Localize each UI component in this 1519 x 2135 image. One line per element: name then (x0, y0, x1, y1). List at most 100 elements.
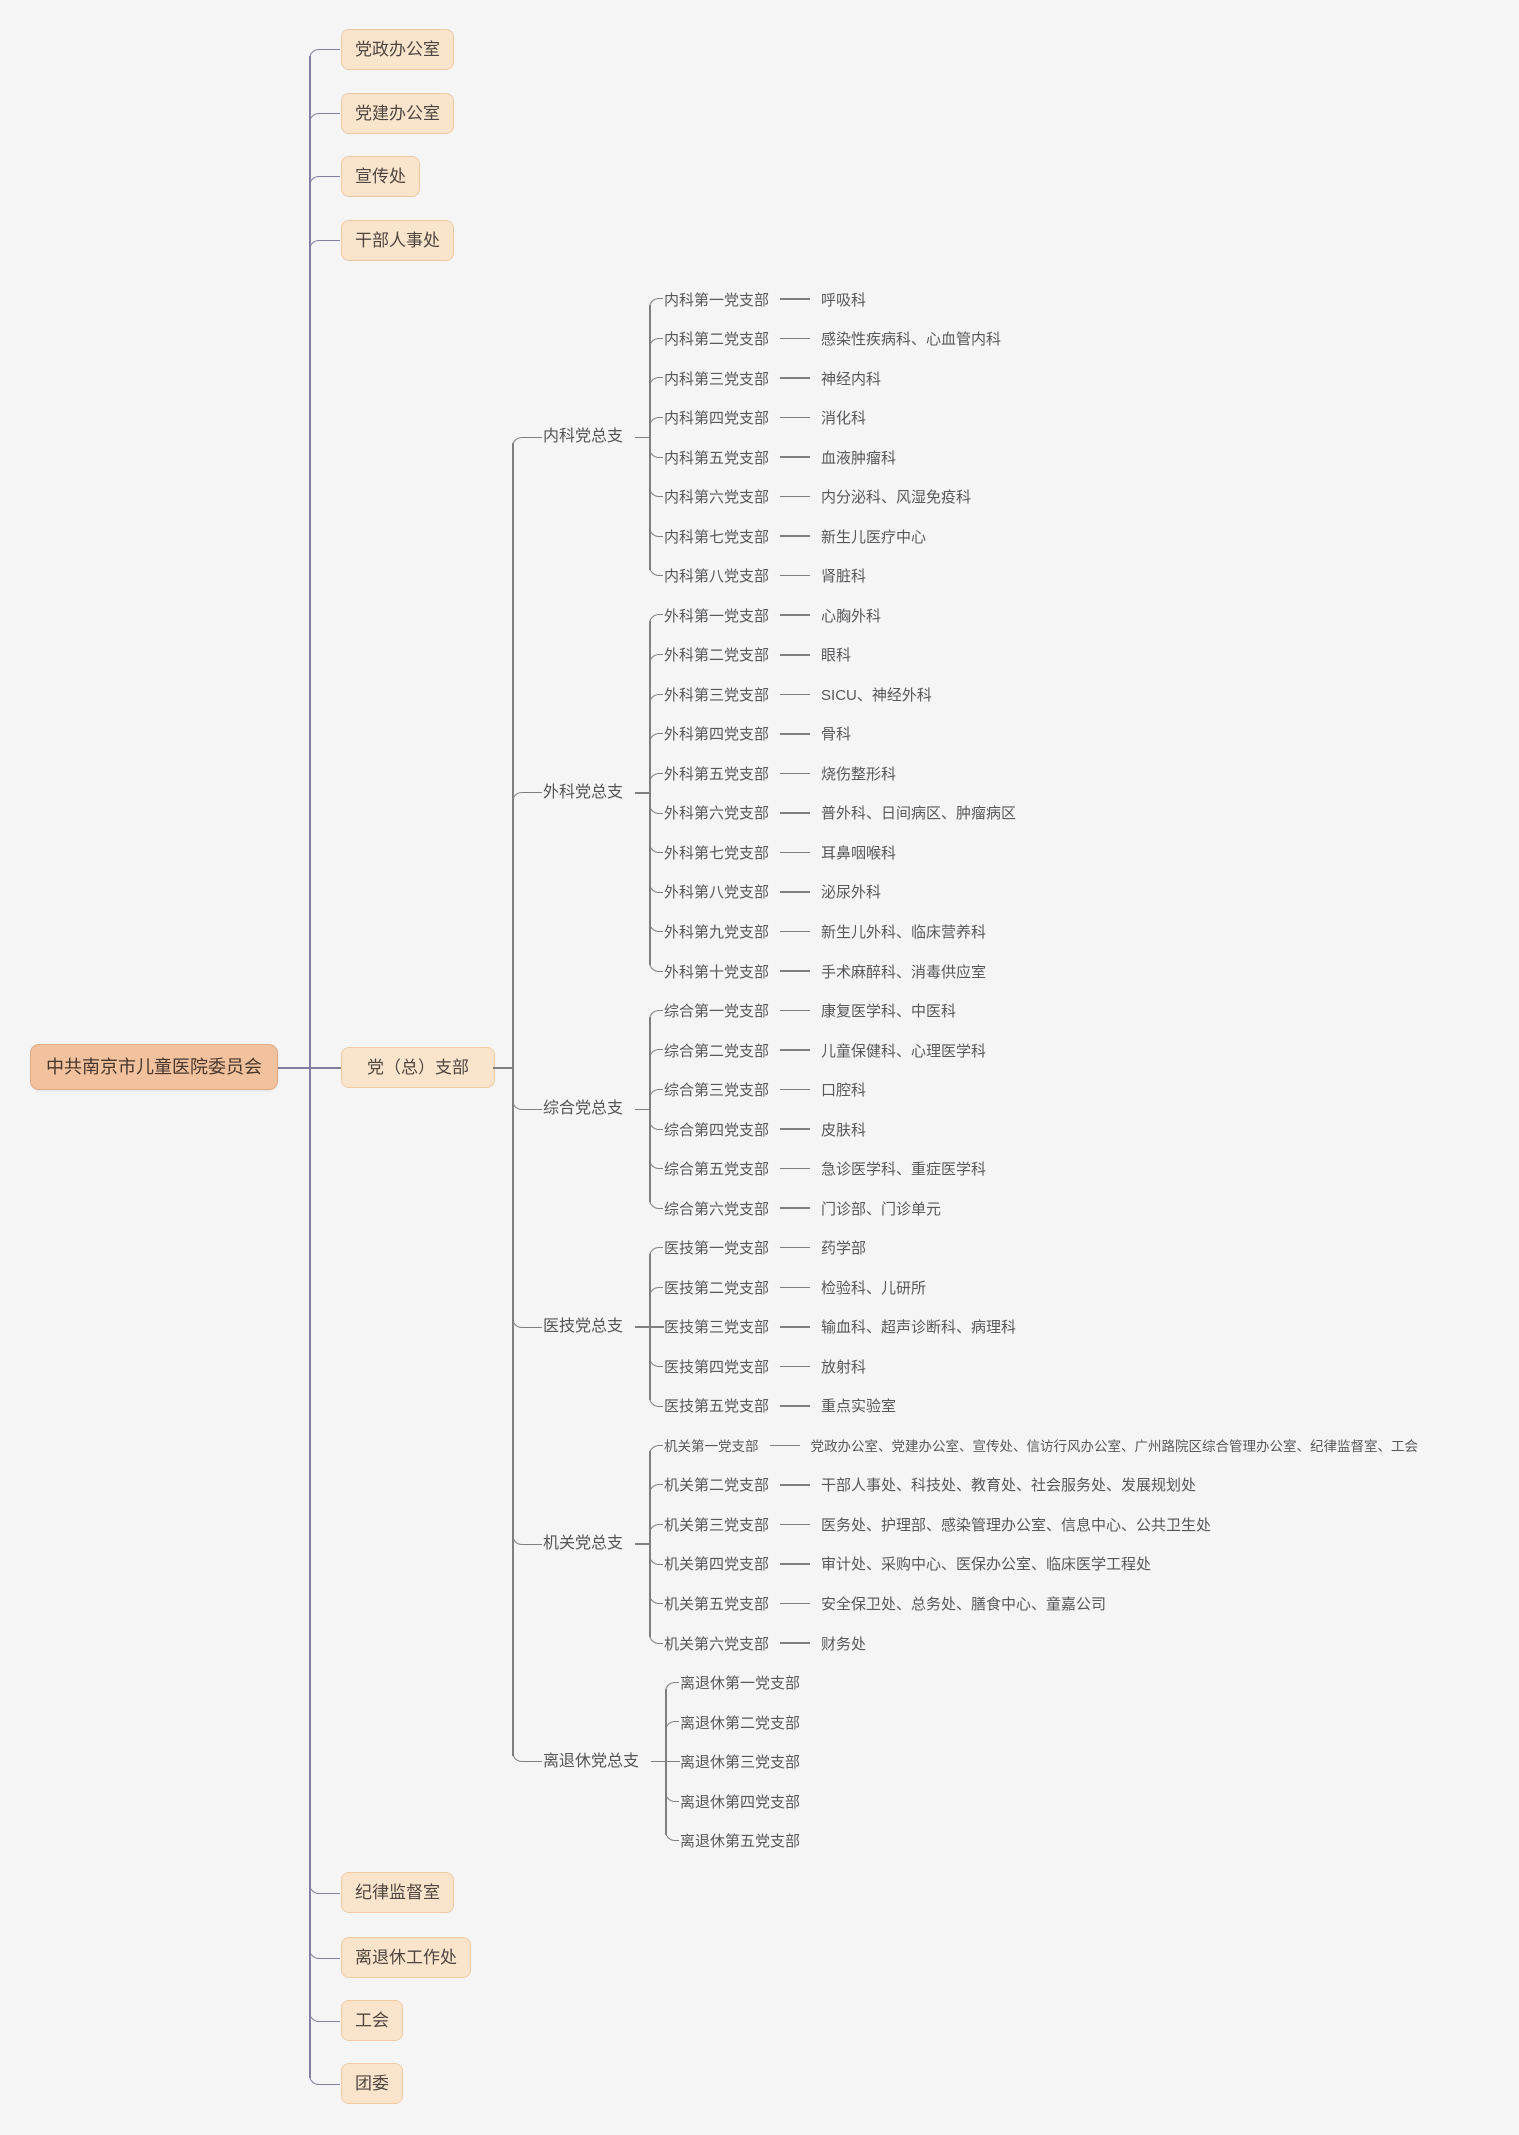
leaf-label[interactable]: 机关第三党支部 (664, 1516, 770, 1534)
leaf-row[interactable]: 外科第四党支部 骨科 (664, 720, 851, 748)
leaf-label[interactable]: 内科第八党支部 (664, 568, 770, 586)
leaf-label[interactable]: 内科第三党支部 (664, 370, 770, 388)
leaf-label[interactable]: 外科第三党支部 (664, 686, 770, 704)
leaf-row[interactable]: 综合第六党支部 门诊部、门诊单元 (664, 1194, 941, 1222)
leaf-row[interactable]: 内科第二党支部 感染性疾病科、心血管内科 (664, 325, 1001, 353)
leaf-row[interactable]: 机关第一党支部 党政办公室、党建办公室、宣传处、信访行风办公室、广州路院区综合管理… (664, 1431, 1418, 1459)
leaf-label[interactable]: 外科第二党支部 (664, 647, 770, 665)
group-node[interactable]: 外科党总支 (543, 784, 624, 802)
group-node[interactable]: 综合党总支 (543, 1100, 624, 1118)
leaf-row[interactable]: 外科第八党支部 泌尿外科 (664, 878, 881, 906)
leaf-row[interactable]: 内科第八党支部 肾脏科 (664, 562, 866, 590)
leaf-label[interactable]: 医技第四党支部 (664, 1358, 770, 1376)
leaf-row[interactable]: 离退休第四党支部 (680, 1787, 800, 1815)
branch-node[interactable]: 党建办公室 (341, 93, 454, 134)
leaf-row[interactable]: 医技第二党支部 检验科、儿研所 (664, 1273, 926, 1301)
leaf-label[interactable]: 外科第一党支部 (664, 607, 770, 625)
leaf-label[interactable]: 综合第六党支部 (664, 1200, 770, 1218)
leaf-label[interactable]: 外科第五党支部 (664, 765, 770, 783)
leaf-row[interactable]: 综合第一党支部 康复医学科、中医科 (664, 997, 956, 1025)
leaf-row[interactable]: 外科第一党支部 心胸外科 (664, 601, 881, 629)
leaf-label[interactable]: 综合第一党支部 (664, 1003, 770, 1021)
group-node[interactable]: 医技党总支 (543, 1317, 624, 1335)
branch-node[interactable]: 纪律监督室 (341, 1872, 454, 1913)
leaf-label[interactable]: 内科第五党支部 (664, 449, 770, 467)
leaf-label[interactable]: 医技第二党支部 (664, 1279, 770, 1297)
leaf-label[interactable]: 机关第二党支部 (664, 1477, 770, 1495)
leaf-row[interactable]: 内科第一党支部 呼吸科 (664, 285, 866, 313)
leaf-label[interactable]: 机关第四党支部 (664, 1556, 770, 1574)
leaf-row[interactable]: 综合第五党支部 急诊医学科、重症医学科 (664, 1155, 986, 1183)
connector-elbow (649, 1049, 664, 1063)
leaf-label[interactable]: 综合第四党支部 (664, 1121, 770, 1139)
leaf-label[interactable]: 机关第五党支部 (664, 1595, 770, 1613)
leaf-label[interactable]: 离退休第二党支部 (680, 1714, 801, 1732)
leaf-row[interactable]: 内科第六党支部 内分泌科、风湿免疫科 (664, 483, 971, 511)
leaf-row[interactable]: 机关第二党支部 干部人事处、科技处、教育处、社会服务处、发展规划处 (664, 1471, 1196, 1499)
connector-line (666, 1760, 680, 1763)
root-node[interactable]: 中共南京市儿童医院委员会 (30, 1044, 278, 1090)
leaf-row[interactable]: 内科第三党支部 神经内科 (664, 364, 881, 392)
leaf-row[interactable]: 医技第四党支部 放射科 (664, 1352, 866, 1380)
leaf-row[interactable]: 内科第四党支部 消化科 (664, 404, 866, 432)
leaf-label[interactable]: 综合第三党支部 (664, 1082, 770, 1100)
leaf-row[interactable]: 外科第二党支部 眼科 (664, 641, 851, 669)
leaf-row[interactable]: 机关第三党支部 医务处、护理部、感染管理办公室、信息中心、公共卫生处 (664, 1510, 1211, 1538)
leaf-row[interactable]: 外科第九党支部 新生儿外科、临床营养科 (664, 917, 986, 945)
leaf-row[interactable]: 医技第五党支部 重点实验室 (664, 1392, 896, 1420)
leaf-row[interactable]: 综合第三党支部 口腔科 (664, 1076, 866, 1104)
branch-node[interactable]: 离退休工作处 (341, 1937, 471, 1978)
leaf-row[interactable]: 外科第三党支部 SICU、神经外科 (664, 680, 932, 708)
group-node[interactable]: 离退休党总支 (543, 1752, 640, 1770)
leaf-label[interactable]: 外科第六党支部 (664, 805, 770, 823)
leaf-label[interactable]: 内科第七党支部 (664, 528, 770, 546)
leaf-row[interactable]: 机关第五党支部 安全保卫处、总务处、膳食中心、童嘉公司 (664, 1589, 1106, 1617)
leaf-row[interactable]: 内科第七党支部 新生儿医疗中心 (664, 522, 926, 550)
leaf-row[interactable]: 内科第五党支部 血液肿瘤科 (664, 443, 896, 471)
leaf-label[interactable]: 内科第一党支部 (664, 291, 770, 309)
leaf-row[interactable]: 医技第一党支部 药学部 (664, 1234, 866, 1262)
branch-node[interactable]: 干部人事处 (341, 220, 454, 261)
leaf-label[interactable]: 机关第一党支部 (664, 1439, 759, 1455)
branch-node[interactable]: 团委 (341, 2063, 403, 2104)
leaf-label[interactable]: 外科第十党支部 (664, 963, 770, 981)
branch-node[interactable]: 党政办公室 (341, 29, 454, 70)
leaf-label[interactable]: 外科第八党支部 (664, 884, 770, 902)
branch-node[interactable]: 工会 (341, 2000, 403, 2041)
leaf-label[interactable]: 外科第七党支部 (664, 844, 770, 862)
leaf-row[interactable]: 离退休第二党支部 (680, 1708, 800, 1736)
branch-node[interactable]: 宣传处 (341, 156, 420, 197)
leaf-label[interactable]: 医技第三党支部 (664, 1319, 770, 1337)
leaf-row[interactable]: 外科第六党支部 普外科、日间病区、肿瘤病区 (664, 799, 1016, 827)
group-node[interactable]: 内科党总支 (543, 428, 624, 446)
leaf-label[interactable]: 离退休第五党支部 (680, 1833, 801, 1851)
branch-node[interactable]: 党（总）支部 (341, 1047, 495, 1088)
leaf-label[interactable]: 内科第四党支部 (664, 410, 770, 428)
leaf-label[interactable]: 离退休第三党支部 (680, 1754, 801, 1772)
leaf-label[interactable]: 内科第六党支部 (664, 489, 770, 507)
leaf-connector-dash (780, 693, 811, 696)
leaf-row[interactable]: 离退休第五党支部 (680, 1827, 800, 1855)
leaf-row[interactable]: 医技第三党支部 输血科、超声诊断科、病理科 (664, 1313, 1016, 1341)
leaf-label[interactable]: 外科第四党支部 (664, 726, 770, 744)
leaf-dept: 感染性疾病科、心血管内科 (821, 331, 1002, 349)
leaf-label[interactable]: 医技第一党支部 (664, 1240, 770, 1258)
leaf-row[interactable]: 机关第六党支部 财务处 (664, 1629, 866, 1657)
leaf-row[interactable]: 综合第四党支部 皮肤科 (664, 1115, 866, 1143)
leaf-row[interactable]: 综合第二党支部 儿童保健科、心理医学科 (664, 1036, 986, 1064)
leaf-row[interactable]: 离退休第三党支部 (680, 1748, 800, 1776)
leaf-label[interactable]: 离退休第一党支部 (680, 1675, 801, 1693)
leaf-row[interactable]: 外科第五党支部 烧伤整形科 (664, 759, 896, 787)
leaf-row[interactable]: 机关第四党支部 审计处、采购中心、医保办公室、临床医学工程处 (664, 1550, 1151, 1578)
leaf-label[interactable]: 综合第五党支部 (664, 1161, 770, 1179)
leaf-label[interactable]: 机关第六党支部 (664, 1635, 770, 1653)
leaf-label[interactable]: 医技第五党支部 (664, 1398, 770, 1416)
group-node[interactable]: 机关党总支 (543, 1535, 624, 1553)
leaf-row[interactable]: 外科第十党支部 手术麻醉科、消毒供应室 (664, 957, 986, 985)
leaf-label[interactable]: 外科第九党支部 (664, 923, 770, 941)
leaf-label[interactable]: 内科第二党支部 (664, 331, 770, 349)
leaf-row[interactable]: 外科第七党支部 耳鼻咽喉科 (664, 838, 896, 866)
leaf-label[interactable]: 离退休第四党支部 (680, 1793, 801, 1811)
leaf-label[interactable]: 综合第二党支部 (664, 1042, 770, 1060)
leaf-row[interactable]: 离退休第一党支部 (680, 1669, 800, 1697)
